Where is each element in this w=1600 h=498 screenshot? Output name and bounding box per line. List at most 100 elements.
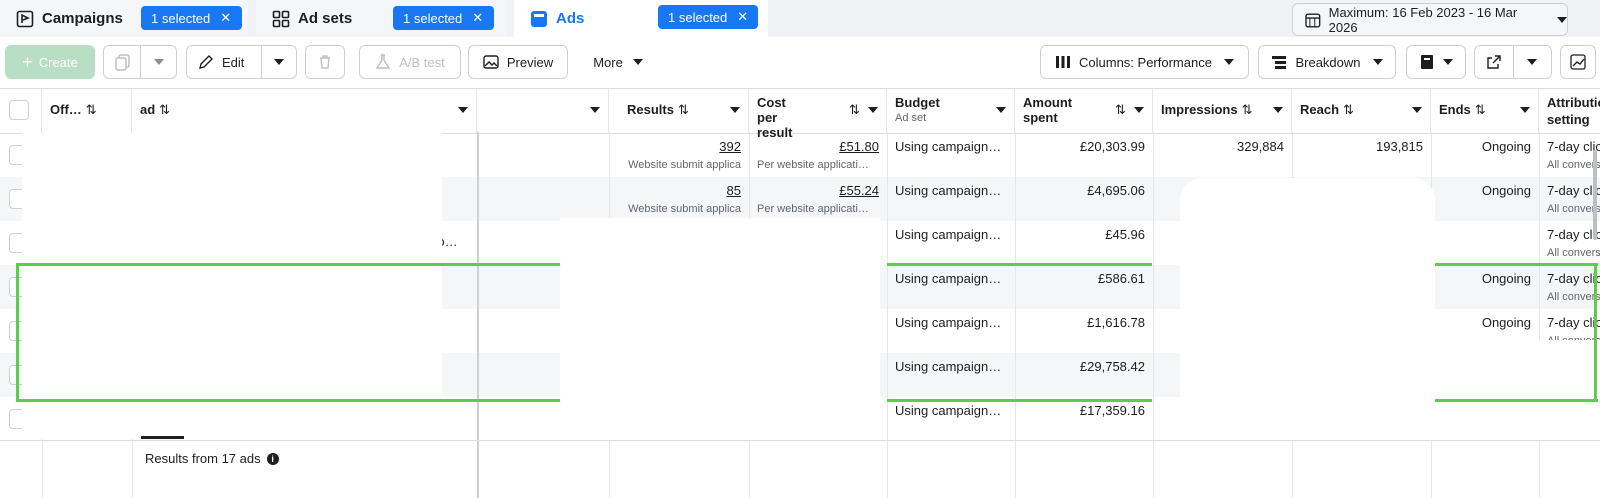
chevron-down-icon xyxy=(1223,59,1234,65)
tab-ads[interactable]: Ads 1 selected ✕ xyxy=(514,0,768,37)
sort-icon[interactable]: ⇅ xyxy=(159,102,171,117)
header-results[interactable]: Results ⇅ xyxy=(609,89,749,133)
duplicate-button[interactable] xyxy=(103,45,177,79)
export-button[interactable] xyxy=(1474,45,1552,79)
results-value[interactable]: 85 xyxy=(726,183,741,198)
preview-button[interactable]: Preview xyxy=(468,45,568,79)
adsets-selected-text: 1 selected xyxy=(403,10,463,26)
attribution-sub: All convers xyxy=(1547,291,1600,303)
sort-icon[interactable]: ⇅ xyxy=(849,102,860,117)
highlight-line xyxy=(16,399,560,402)
cost-per-result-value[interactable]: £51.80 xyxy=(839,139,879,154)
highlight-line xyxy=(1435,399,1598,402)
breakdown-button[interactable]: Breakdown xyxy=(1258,45,1396,79)
more-button[interactable]: More xyxy=(580,45,656,79)
ads-selected-text: 1 selected xyxy=(668,9,728,25)
ends-value: Ongoing xyxy=(1481,183,1531,198)
header-off-on[interactable]: Off… ⇅ xyxy=(42,89,132,133)
campaigns-selected-pill[interactable]: 1 selected ✕ xyxy=(141,6,242,30)
chevron-down-icon[interactable] xyxy=(996,107,1006,113)
highlight-line xyxy=(1594,263,1597,402)
close-icon[interactable]: ✕ xyxy=(220,10,232,25)
chevron-down-icon xyxy=(632,59,643,65)
info-icon[interactable]: i xyxy=(266,452,279,465)
header-reach[interactable]: Reach ⇅ xyxy=(1292,89,1431,133)
chevron-down-icon[interactable] xyxy=(868,107,878,113)
redacted-area xyxy=(560,218,880,440)
chevron-down-icon xyxy=(1372,59,1383,65)
chart-toggle-button[interactable] xyxy=(1560,45,1596,79)
breakdown-label: Breakdown xyxy=(1295,54,1361,70)
sort-icon[interactable]: ⇅ xyxy=(1241,102,1253,117)
header-reach-label: Reach xyxy=(1300,102,1340,117)
chevron-down-icon xyxy=(1443,59,1453,65)
divider xyxy=(1513,46,1514,78)
column-divider xyxy=(477,132,479,498)
more-label: More xyxy=(593,54,623,70)
close-icon[interactable]: ✕ xyxy=(737,9,749,24)
pencil-icon xyxy=(199,55,213,69)
redacted-area xyxy=(22,133,442,439)
header-attribution[interactable]: Attribution setting xyxy=(1539,89,1600,133)
chevron-down-icon[interactable] xyxy=(154,59,164,65)
header-budget[interactable]: Budget Ad set xyxy=(887,89,1015,133)
header-cost-per-result[interactable]: Cost per result ⇅ xyxy=(749,89,887,140)
edit-label: Edit xyxy=(222,54,245,70)
tab-campaigns[interactable]: Campaigns 1 selected ✕ xyxy=(0,0,248,37)
trash-icon xyxy=(320,55,330,69)
header-cpr-label: Cost per result xyxy=(757,95,793,140)
ab-test-button[interactable]: A/B test xyxy=(359,45,461,79)
date-range-picker[interactable]: Maximum: 16 Feb 2023 - 16 Mar 2026 xyxy=(1292,3,1568,36)
chevron-down-icon[interactable] xyxy=(274,59,284,65)
tab-ad-sets[interactable]: Ad sets 1 selected ✕ xyxy=(256,0,506,37)
chevron-down-icon[interactable] xyxy=(1527,59,1537,65)
campaigns-selected-text: 1 selected xyxy=(151,10,211,26)
chevron-down-icon[interactable] xyxy=(1273,107,1283,113)
chevron-down-icon[interactable] xyxy=(1412,107,1422,113)
results-summary-label: Results from 17 ads xyxy=(145,451,261,466)
vertical-scrollbar[interactable] xyxy=(1593,150,1597,240)
header-ad-label: ad xyxy=(140,102,156,117)
header-ad[interactable]: ad ⇅ xyxy=(132,89,477,133)
create-button[interactable]: + Create xyxy=(5,45,95,79)
sort-icon[interactable]: ⇅ xyxy=(1115,102,1126,117)
level-tabs: Campaigns 1 selected ✕ Ad sets 1 selected… xyxy=(0,0,1600,37)
delete-button[interactable] xyxy=(305,45,345,79)
adsets-selected-pill[interactable]: 1 selected ✕ xyxy=(393,6,494,30)
close-icon[interactable]: ✕ xyxy=(472,10,484,25)
cost-per-result-value[interactable]: £55.24 xyxy=(839,183,879,198)
ends-value: Ongoing xyxy=(1481,139,1531,154)
chevron-down-icon[interactable] xyxy=(458,107,468,113)
chevron-down-icon[interactable] xyxy=(1134,107,1144,113)
table-row[interactable]: Co… Using campaign… £45.96 7-day clic All co… xyxy=(0,221,1600,265)
chevron-down-icon[interactable] xyxy=(1520,107,1530,113)
column-divider xyxy=(1153,132,1154,498)
attribution-value: 7-day clic xyxy=(1547,139,1600,154)
sort-icon[interactable]: ⇅ xyxy=(1343,102,1354,117)
budget-value: Using campaign… xyxy=(895,359,1002,374)
select-all-checkbox[interactable] xyxy=(9,100,29,120)
columns-button[interactable]: Columns: Performance xyxy=(1040,45,1249,79)
cost-per-result-type: Per website applicati… xyxy=(757,159,869,171)
breakdown-icon xyxy=(1272,56,1287,69)
chevron-down-icon[interactable] xyxy=(590,107,600,113)
edit-button[interactable]: Edit xyxy=(186,45,297,79)
reports-button[interactable] xyxy=(1406,45,1466,79)
sort-icon[interactable]: ⇅ xyxy=(1474,102,1486,117)
header-amount-spent[interactable]: Amount spent ⇅ xyxy=(1015,89,1153,133)
sort-icon[interactable]: ⇅ xyxy=(85,102,97,117)
ads-selected-pill[interactable]: 1 selected ✕ xyxy=(658,5,758,29)
tab-ad-sets-label: Ad sets xyxy=(298,10,353,27)
highlight-line xyxy=(887,399,1152,402)
header-ends-label: Ends xyxy=(1439,102,1471,117)
header-impressions[interactable]: Impressions ⇅ xyxy=(1153,89,1292,133)
header-delivery[interactable] xyxy=(477,89,609,133)
chevron-down-icon[interactable] xyxy=(730,107,740,113)
sort-icon[interactable]: ⇅ xyxy=(677,102,689,117)
tab-ads-label: Ads xyxy=(556,10,585,27)
results-value[interactable]: 392 xyxy=(719,139,741,154)
header-budget-sub: Ad set xyxy=(895,112,927,124)
partial-thumbnail xyxy=(141,436,184,439)
header-ends[interactable]: Ends ⇅ xyxy=(1431,89,1539,133)
attribution-value: 7-day clic xyxy=(1547,227,1600,242)
